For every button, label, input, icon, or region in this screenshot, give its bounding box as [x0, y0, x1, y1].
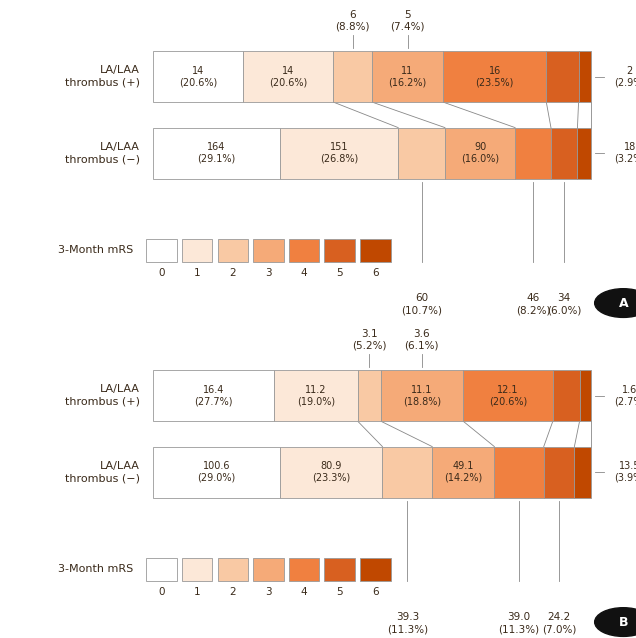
Text: 4: 4	[301, 587, 307, 597]
Text: 3.1
(5.2%): 3.1 (5.2%)	[352, 329, 386, 350]
Bar	[372, 51, 443, 102]
Text: 3-Month mRS: 3-Month mRS	[59, 246, 134, 255]
Text: 39.0
(11.3%): 39.0 (11.3%)	[499, 612, 539, 634]
Text: 3: 3	[265, 268, 272, 278]
Bar	[218, 239, 248, 262]
Text: LA/LAA
thrombus (+): LA/LAA thrombus (+)	[65, 384, 140, 407]
Text: 151
(26.8%): 151 (26.8%)	[320, 142, 359, 164]
Bar	[579, 51, 591, 102]
Text: 100.6
(29.0%): 100.6 (29.0%)	[197, 461, 235, 483]
Bar	[253, 558, 284, 581]
Bar	[182, 239, 212, 262]
Text: 39.3
(11.3%): 39.3 (11.3%)	[387, 612, 428, 634]
Text: 6: 6	[372, 587, 378, 597]
Text: 3: 3	[265, 587, 272, 597]
Bar	[515, 128, 551, 179]
Text: B: B	[619, 616, 628, 628]
Bar	[274, 370, 357, 421]
Text: 6
(8.8%): 6 (8.8%)	[335, 10, 370, 31]
Text: A: A	[618, 297, 628, 309]
Bar	[218, 558, 248, 581]
Text: 14
(20.6%): 14 (20.6%)	[179, 66, 217, 87]
Bar	[380, 370, 463, 421]
Text: 4: 4	[301, 268, 307, 278]
Bar	[551, 128, 577, 179]
Text: 1.6
(2.7%): 1.6 (2.7%)	[614, 385, 636, 406]
Text: 34
(6.0%): 34 (6.0%)	[547, 293, 581, 315]
Bar	[579, 370, 591, 421]
Bar	[280, 128, 398, 179]
Bar	[360, 239, 391, 262]
Bar	[544, 447, 574, 498]
Bar	[360, 558, 391, 581]
Bar	[289, 239, 319, 262]
Bar	[153, 128, 280, 179]
Bar	[182, 558, 212, 581]
Text: 24.2
(7.0%): 24.2 (7.0%)	[542, 612, 576, 634]
Text: 90
(16.0%): 90 (16.0%)	[461, 142, 499, 164]
Text: 16.4
(27.7%): 16.4 (27.7%)	[194, 385, 233, 406]
Bar	[153, 370, 274, 421]
Bar	[432, 447, 494, 498]
Text: LA/LAA
thrombus (+): LA/LAA thrombus (+)	[65, 65, 140, 88]
Text: 60
(10.7%): 60 (10.7%)	[401, 293, 442, 315]
Bar	[153, 447, 280, 498]
Bar	[324, 558, 355, 581]
Bar	[546, 51, 579, 102]
Bar	[146, 239, 177, 262]
Bar	[146, 558, 177, 581]
Text: 6: 6	[372, 268, 378, 278]
Bar	[398, 128, 445, 179]
Text: 49.1
(14.2%): 49.1 (14.2%)	[444, 461, 483, 483]
Text: 0: 0	[158, 587, 165, 597]
Text: 46
(8.2%): 46 (8.2%)	[516, 293, 550, 315]
Text: 1: 1	[194, 587, 200, 597]
Circle shape	[595, 607, 636, 636]
Bar	[324, 239, 355, 262]
Text: 3-Month mRS: 3-Month mRS	[59, 565, 134, 574]
Text: LA/LAA
thrombus (−): LA/LAA thrombus (−)	[65, 461, 140, 484]
Bar	[577, 128, 591, 179]
Text: 2: 2	[230, 587, 236, 597]
Bar	[357, 370, 380, 421]
Text: 2: 2	[230, 268, 236, 278]
Bar	[574, 447, 591, 498]
Bar	[553, 370, 579, 421]
Text: 12.1
(20.6%): 12.1 (20.6%)	[489, 385, 527, 406]
Text: 80.9
(23.3%): 80.9 (23.3%)	[312, 461, 350, 483]
Bar	[494, 447, 544, 498]
Bar	[333, 51, 372, 102]
Text: 11.2
(19.0%): 11.2 (19.0%)	[297, 385, 335, 406]
Bar	[289, 558, 319, 581]
Bar	[382, 447, 432, 498]
Bar	[445, 128, 515, 179]
Text: 13.5
(3.9%): 13.5 (3.9%)	[614, 461, 636, 483]
Text: 164
(29.1%): 164 (29.1%)	[197, 142, 236, 164]
Text: 3.6
(6.1%): 3.6 (6.1%)	[404, 329, 439, 350]
Bar	[243, 51, 333, 102]
Text: 0: 0	[158, 268, 165, 278]
Text: 1: 1	[194, 268, 200, 278]
Text: LA/LAA
thrombus (−): LA/LAA thrombus (−)	[65, 142, 140, 165]
Circle shape	[595, 288, 636, 318]
Text: 5
(7.4%): 5 (7.4%)	[391, 10, 425, 31]
Text: 14
(20.6%): 14 (20.6%)	[269, 66, 307, 87]
Text: 16
(23.5%): 16 (23.5%)	[476, 66, 514, 87]
Bar	[443, 51, 546, 102]
Text: 2
(2.9%): 2 (2.9%)	[614, 66, 636, 87]
Text: 5: 5	[336, 587, 343, 597]
Bar	[153, 51, 243, 102]
Text: 11
(16.2%): 11 (16.2%)	[389, 66, 427, 87]
Bar	[463, 370, 553, 421]
Text: 5: 5	[336, 268, 343, 278]
Bar	[253, 239, 284, 262]
Text: 11.1
(18.8%): 11.1 (18.8%)	[403, 385, 441, 406]
Bar	[280, 447, 382, 498]
Text: 18
(3.2%): 18 (3.2%)	[614, 142, 636, 164]
